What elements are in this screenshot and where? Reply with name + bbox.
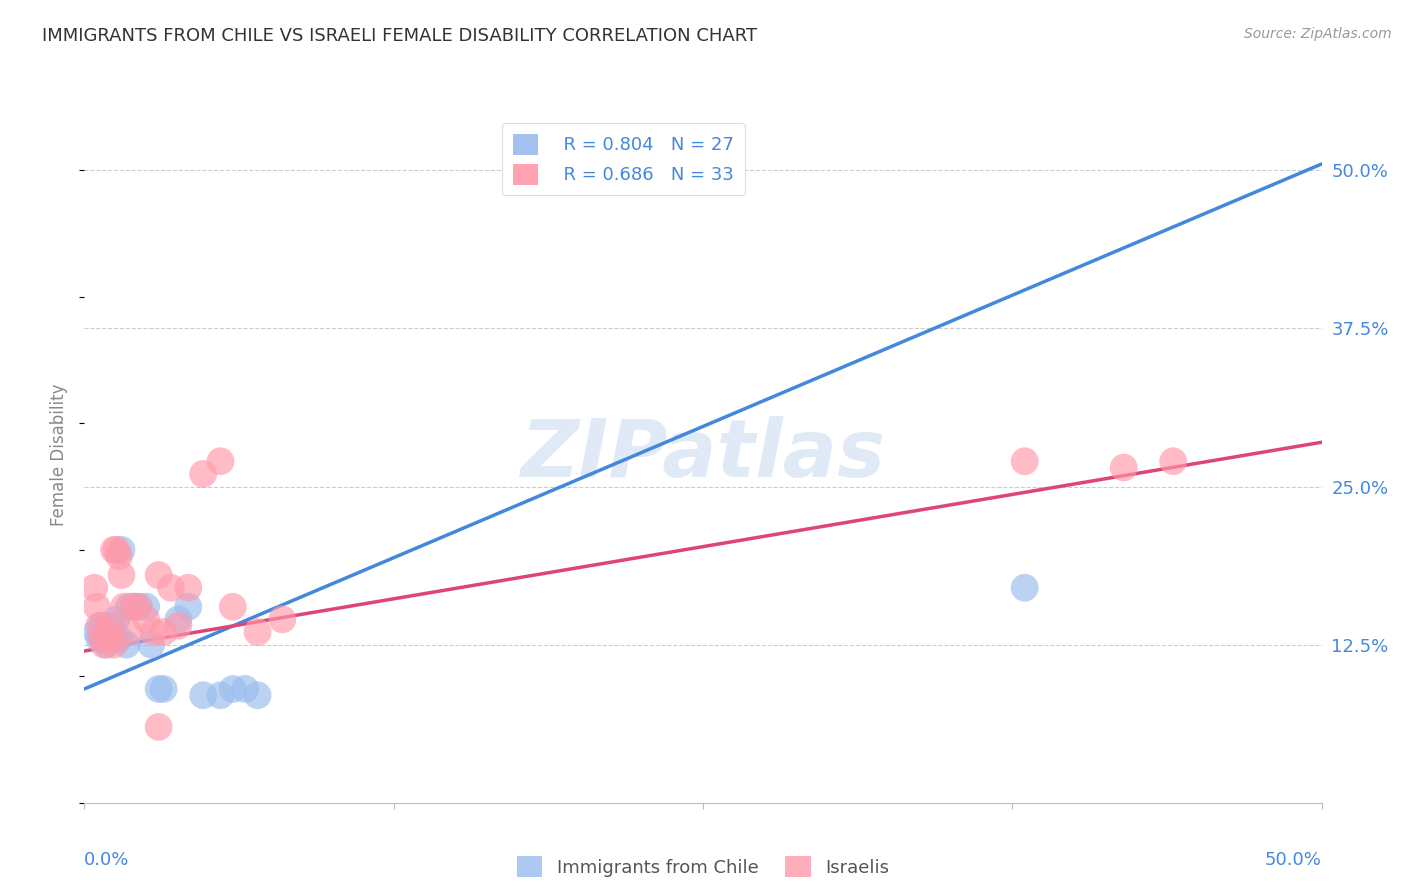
Point: [148, 568, 170, 582]
Text: Source: ZipAtlas.com: Source: ZipAtlas.com: [1244, 27, 1392, 41]
Point: [112, 599, 135, 614]
Point: [1112, 460, 1135, 475]
Legend: Immigrants from Chile, Israelis: Immigrants from Chile, Israelis: [509, 849, 897, 884]
Point: [271, 612, 294, 626]
Point: [110, 542, 132, 557]
Point: [152, 681, 174, 696]
Point: [209, 688, 232, 702]
Point: [100, 618, 122, 632]
Point: [122, 599, 145, 614]
Point: [141, 638, 163, 652]
Point: [177, 581, 200, 595]
Point: [128, 599, 150, 614]
Point: [160, 581, 183, 595]
Text: 50.0%: 50.0%: [1265, 851, 1322, 869]
Point: [93, 638, 115, 652]
Point: [103, 632, 125, 646]
Text: ZIPatlas: ZIPatlas: [520, 416, 886, 494]
Point: [167, 618, 190, 632]
Point: [108, 632, 131, 646]
Point: [233, 681, 256, 696]
Point: [89, 618, 111, 632]
Point: [86, 599, 108, 614]
Point: [105, 612, 128, 626]
Point: [103, 638, 125, 652]
Text: 0.0%: 0.0%: [84, 851, 129, 869]
Point: [246, 625, 269, 640]
Point: [167, 612, 190, 626]
Point: [100, 632, 122, 646]
Point: [222, 599, 245, 614]
Point: [1014, 581, 1036, 595]
Text: IMMIGRANTS FROM CHILE VS ISRAELI FEMALE DISABILITY CORRELATION CHART: IMMIGRANTS FROM CHILE VS ISRAELI FEMALE …: [42, 27, 758, 45]
Point: [1014, 454, 1036, 468]
Point: [148, 720, 170, 734]
Point: [96, 638, 118, 652]
Point: [93, 632, 115, 646]
Point: [177, 599, 200, 614]
Point: [103, 542, 125, 557]
Point: [115, 638, 138, 652]
Point: [90, 632, 112, 646]
Y-axis label: Female Disability: Female Disability: [51, 384, 69, 526]
Point: [128, 599, 150, 614]
Point: [222, 681, 245, 696]
Point: [98, 618, 121, 632]
Point: [191, 688, 214, 702]
Point: [118, 625, 141, 640]
Point: [1161, 454, 1184, 468]
Point: [135, 612, 157, 626]
Point: [118, 599, 141, 614]
Point: [246, 688, 269, 702]
Point: [135, 599, 157, 614]
Point: [83, 581, 105, 595]
Point: [96, 625, 118, 640]
Point: [86, 625, 108, 640]
Point: [142, 625, 165, 640]
Point: [110, 568, 132, 582]
Point: [152, 625, 174, 640]
Point: [89, 632, 111, 646]
Point: [209, 454, 232, 468]
Point: [191, 467, 214, 481]
Point: [108, 549, 131, 563]
Point: [122, 599, 145, 614]
Point: [98, 625, 121, 640]
Point: [105, 542, 128, 557]
Point: [148, 681, 170, 696]
Point: [90, 618, 112, 632]
